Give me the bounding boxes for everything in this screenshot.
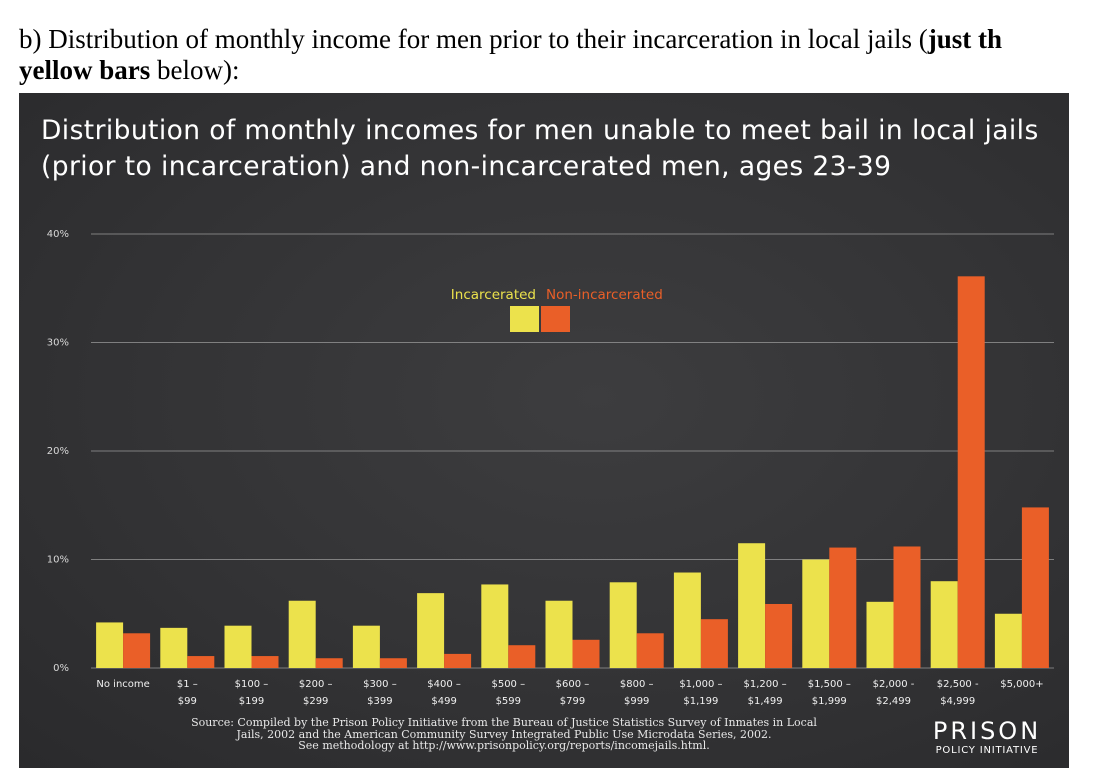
bar-non-incarcerated <box>251 656 279 668</box>
x-tick-label: $2,500 - <box>937 679 979 690</box>
source-note: Source: Compiled by the Prison Policy In… <box>79 717 929 752</box>
bar-non-incarcerated <box>636 633 664 668</box>
legend-label-non-incarcerated: Non-incarcerated <box>546 287 663 303</box>
bar-incarcerated <box>352 625 380 668</box>
intro-prefix: b) Distribution of monthly income for me… <box>19 24 928 54</box>
bar-incarcerated <box>160 627 188 668</box>
x-tick-label: $1 – <box>177 679 198 690</box>
y-tick-label: 0% <box>53 663 69 674</box>
intro-text: b) Distribution of monthly income for me… <box>19 24 1119 86</box>
x-tick-label: $400 – <box>427 679 461 690</box>
x-tick-label: $1,200 – <box>744 679 787 690</box>
logo-policy-initiative: POLICY INITIATIVE <box>935 745 1039 756</box>
x-tick-label: $600 – <box>556 679 590 690</box>
chart-title: Distribution of monthly incomes for men … <box>41 115 1039 182</box>
x-tick-label: $2,000 - <box>873 679 915 690</box>
bar-incarcerated <box>802 559 830 668</box>
y-tick-label: 20% <box>47 446 69 457</box>
x-tick-label: $399 <box>367 696 392 707</box>
bar-non-incarcerated <box>893 546 921 668</box>
intro-bold: just th <box>927 24 1003 54</box>
x-tick-label: $299 <box>303 696 328 707</box>
x-tick-label: $2,499 <box>876 696 911 707</box>
bar-incarcerated <box>673 572 701 668</box>
x-tick-label: $1,199 <box>683 696 718 707</box>
y-tick-label: 40% <box>47 229 69 240</box>
y-tick-label: 10% <box>47 555 69 566</box>
bar-incarcerated <box>481 584 509 668</box>
x-tick-label: $5,000+ <box>1000 679 1043 690</box>
x-tick-label: $499 <box>431 696 456 707</box>
x-tick-label: $800 – <box>620 679 654 690</box>
bar-non-incarcerated <box>572 639 600 668</box>
bar-incarcerated <box>930 581 958 668</box>
bar-non-incarcerated <box>444 653 472 668</box>
bar-chart: 0% 10% 20% 30% 40% No income $1 – $99 $100 – $199… <box>47 229 1054 707</box>
bar-incarcerated <box>96 622 124 668</box>
x-tick-label: $999 <box>624 696 649 707</box>
legend-swatch-incarcerated <box>510 306 539 332</box>
bar-non-incarcerated <box>123 633 151 668</box>
x-tick-label: $99 <box>178 696 197 707</box>
bar-non-incarcerated <box>187 656 215 668</box>
intro-bold-2: yellow bars <box>19 55 151 85</box>
bar-incarcerated <box>417 593 445 668</box>
source-line-1: Source: Compiled by the Prison Policy In… <box>191 716 817 729</box>
logo-prison: PRISON <box>932 717 1042 745</box>
y-tick-label: 30% <box>47 338 69 349</box>
legend-swatch-non-incarcerated <box>541 306 570 332</box>
x-tick-label: $300 – <box>363 679 397 690</box>
x-tick-label: $599 <box>496 696 521 707</box>
x-tick-label: $500 – <box>491 679 525 690</box>
bar-incarcerated <box>866 601 894 668</box>
bar-non-incarcerated <box>315 658 343 668</box>
x-tick-label: No income <box>96 679 149 690</box>
bar-non-incarcerated <box>1021 507 1049 668</box>
bar-incarcerated <box>609 582 637 668</box>
bar-non-incarcerated <box>379 658 407 668</box>
x-tick-label: $1,000 – <box>679 679 722 690</box>
intro-suffix: below): <box>150 55 240 85</box>
source-line-3: See methodology at http://www.prisonpoli… <box>298 739 710 752</box>
bar-incarcerated <box>738 543 766 668</box>
bar-non-incarcerated <box>700 619 728 668</box>
x-tick-label: $799 <box>560 696 585 707</box>
legend-label-incarcerated: Incarcerated <box>451 287 536 303</box>
bar-non-incarcerated <box>508 645 536 668</box>
chart-panel: Distribution of monthly incomes for men … <box>19 93 1069 768</box>
bar-incarcerated <box>288 600 316 668</box>
bar-non-incarcerated <box>829 547 857 668</box>
x-tick-label: $200 – <box>299 679 333 690</box>
bar-incarcerated <box>994 613 1022 668</box>
bar-non-incarcerated <box>765 603 793 668</box>
source-line-2: Jails, 2002 and the American Community S… <box>236 727 772 741</box>
x-tick-label: $199 <box>239 696 264 707</box>
bar-incarcerated <box>545 600 573 668</box>
x-tick-label: $4,999 <box>940 696 975 707</box>
bar-non-incarcerated <box>957 276 985 668</box>
x-tick-label: $1,499 <box>748 696 783 707</box>
x-tick-label: $1,500 – <box>808 679 851 690</box>
x-tick-label: $100 – <box>235 679 269 690</box>
bar-incarcerated <box>224 625 252 668</box>
x-tick-label: $1,999 <box>812 696 847 707</box>
